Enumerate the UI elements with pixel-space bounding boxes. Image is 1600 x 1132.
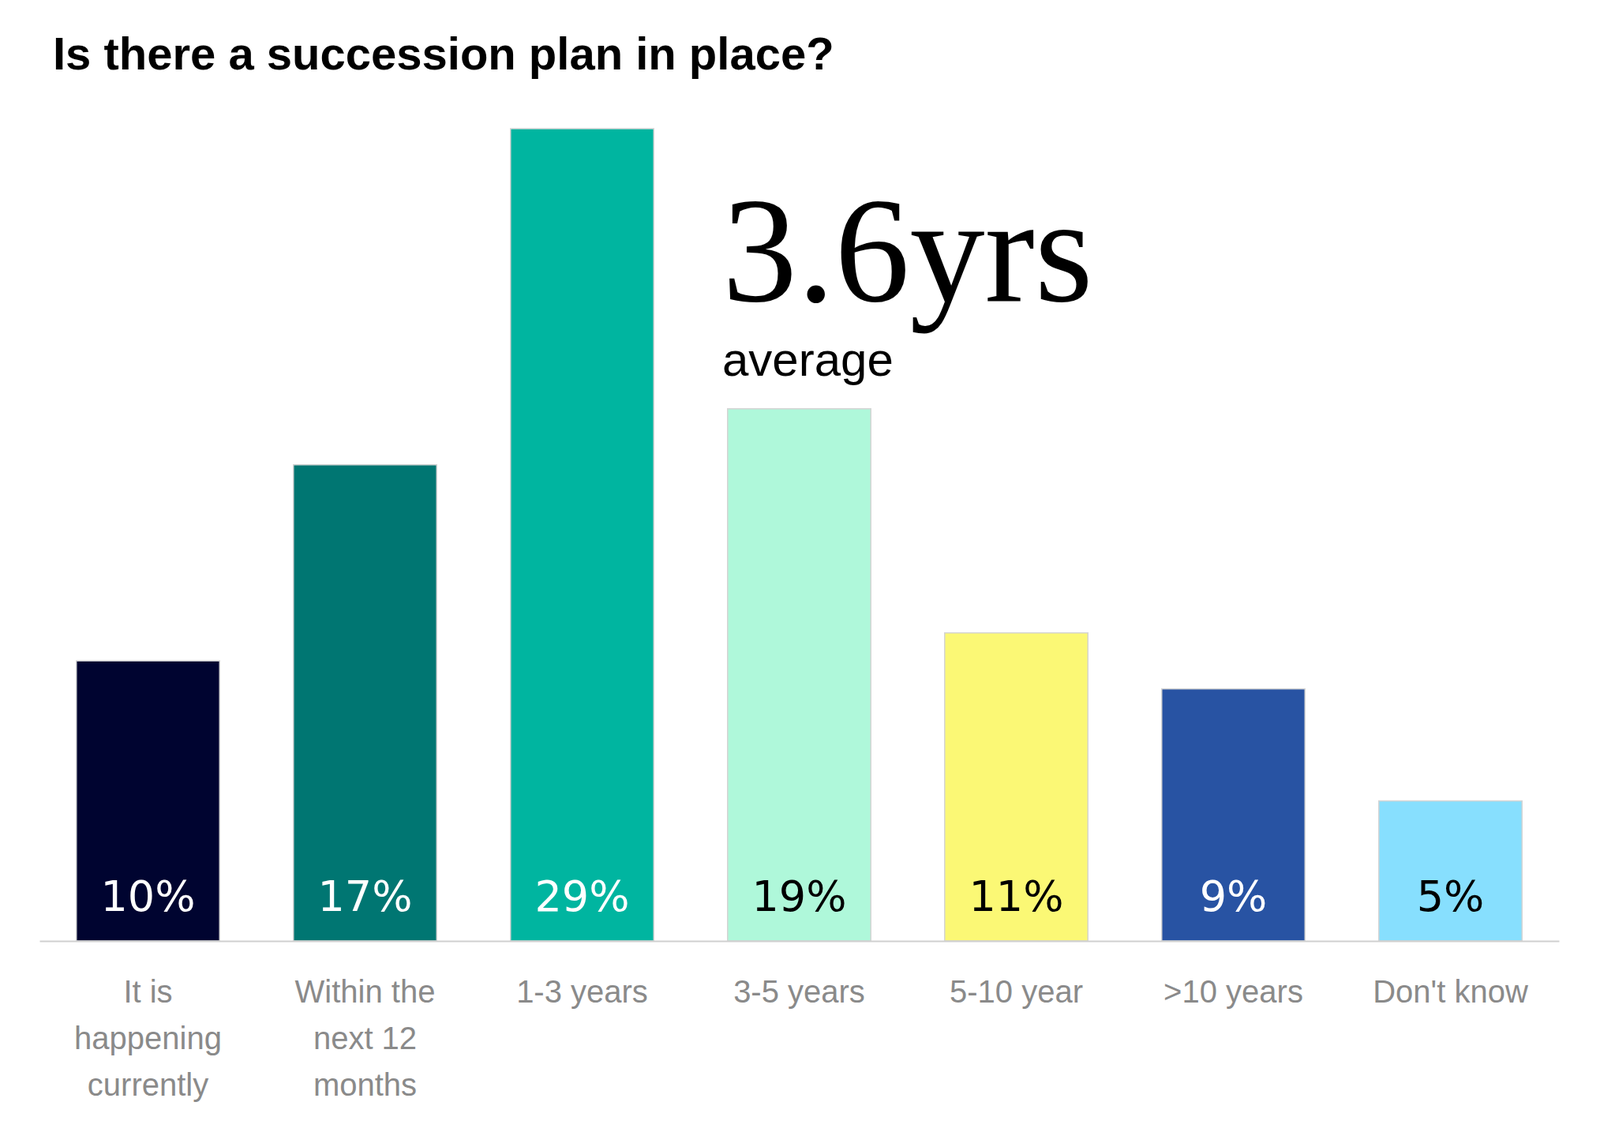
- baseline: [40, 940, 1560, 943]
- tick-label-line: next 12: [313, 1020, 417, 1056]
- title: Is there a succession plan in place?: [52, 27, 835, 79]
- tick-label-line: 3-5 years: [733, 974, 866, 1009]
- data-label: 11%: [968, 871, 1064, 922]
- tick-label-line: currently: [87, 1067, 209, 1102]
- annotation: 3.6yrs: [722, 167, 1094, 334]
- tick: Don't know: [1372, 974, 1529, 1009]
- tick-label-line: Don't know: [1372, 974, 1529, 1009]
- data-label: 29%: [534, 871, 630, 922]
- tick-label-line: Within the: [295, 974, 436, 1009]
- tick-label-line: 5-10 year: [949, 974, 1083, 1009]
- tick: 3-5 years: [733, 974, 866, 1009]
- bars: [76, 128, 1523, 941]
- tick-label-line: 1-3 years: [516, 974, 649, 1009]
- bar: [727, 408, 872, 941]
- data-label: 10%: [100, 871, 195, 922]
- tick: Within the next 12 months: [295, 974, 436, 1102]
- bar: [510, 128, 655, 941]
- annotations: 3.6yrsaverage: [722, 167, 1094, 386]
- x-axis: It is happening currently Within the next 12…: [40, 941, 1560, 1103]
- tick: >10 years: [1163, 974, 1304, 1009]
- data-label: 17%: [317, 871, 413, 922]
- tick-label-line: >10 years: [1163, 974, 1304, 1009]
- tick-label: 3-5 years: [733, 974, 866, 1009]
- tick-label: It is happening currently: [74, 974, 222, 1102]
- bar: [1378, 801, 1523, 941]
- tick-label: Within the next 12 months: [295, 974, 436, 1102]
- tick: It is happening currently: [74, 974, 222, 1102]
- chart: Is there a succession plan in place? It i…: [0, 0, 1600, 1132]
- tick-label: 1-3 years: [516, 974, 649, 1009]
- data-label: 9%: [1199, 871, 1268, 922]
- annotation: average: [722, 333, 894, 386]
- bar: [293, 464, 438, 941]
- tick-label-line: It is: [123, 974, 173, 1009]
- data-labels: 10% 17% 29% 19% 11% 9% 5%: [100, 871, 1484, 922]
- tick-label-line: happening: [74, 1020, 222, 1056]
- tick: 5-10 year: [949, 974, 1083, 1009]
- tick-label: Don't know: [1372, 974, 1529, 1009]
- tick: 1-3 years: [516, 974, 649, 1009]
- bar: [76, 660, 221, 941]
- data-label: 5%: [1416, 871, 1485, 922]
- bar: [944, 633, 1089, 941]
- tick-label-line: months: [313, 1067, 417, 1102]
- tick-label: 5-10 year: [949, 974, 1083, 1009]
- bar: [1161, 689, 1306, 941]
- tick-label: >10 years: [1163, 974, 1304, 1009]
- data-label: 19%: [751, 871, 847, 922]
